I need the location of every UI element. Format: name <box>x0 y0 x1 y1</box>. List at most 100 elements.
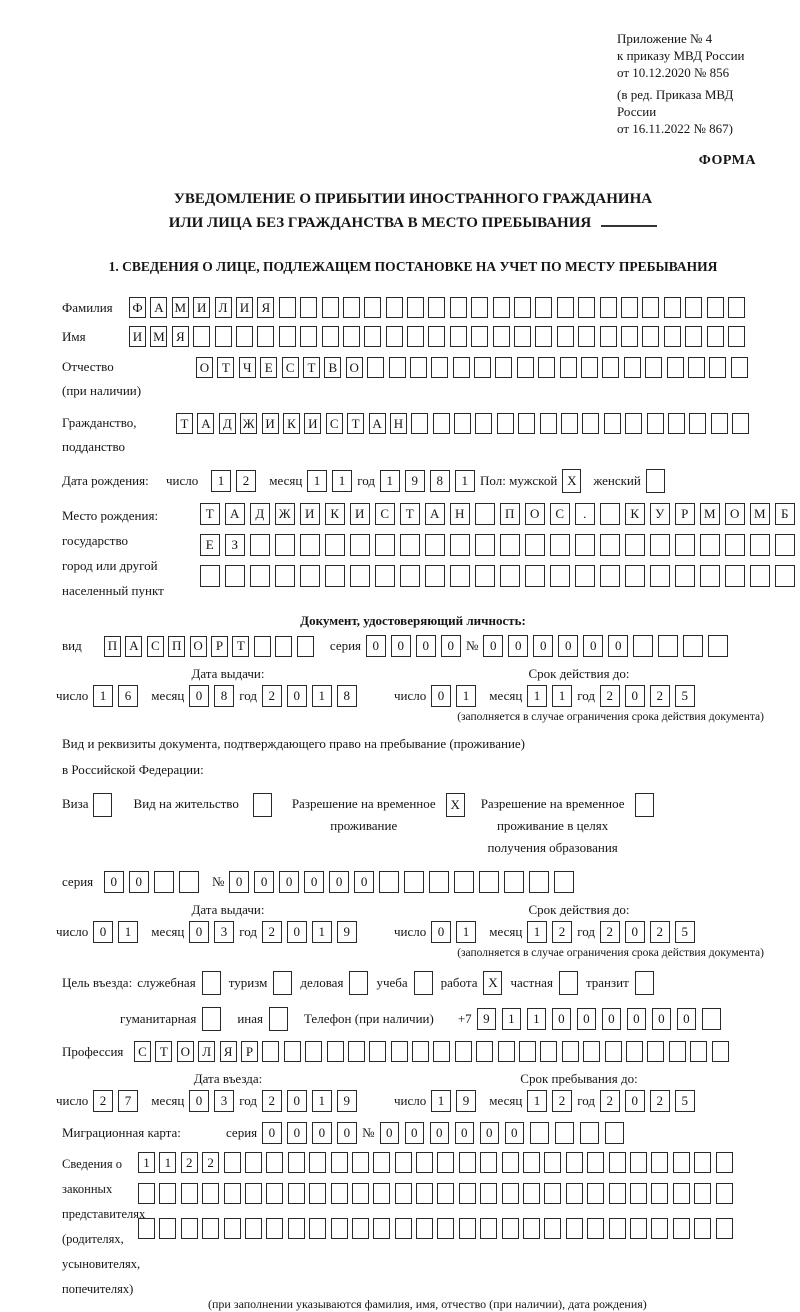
char-box[interactable]: 0 <box>583 635 603 657</box>
char-box[interactable]: 9 <box>476 1008 497 1030</box>
char-box[interactable] <box>390 1041 408 1062</box>
char-box[interactable]: 0 <box>337 1122 357 1144</box>
char-box[interactable]: 9 <box>456 1090 476 1112</box>
char-box[interactable] <box>538 357 556 378</box>
char-box[interactable] <box>685 297 703 318</box>
char-box[interactable] <box>500 565 520 587</box>
char-box[interactable]: 0 <box>625 921 645 943</box>
char-box[interactable] <box>450 565 470 587</box>
char-box[interactable] <box>514 297 532 318</box>
char-box[interactable] <box>687 357 705 378</box>
char-box[interactable] <box>425 565 445 587</box>
char-box[interactable] <box>214 326 232 347</box>
char-box[interactable] <box>672 1183 690 1204</box>
char-box[interactable] <box>364 297 382 318</box>
char-box[interactable] <box>700 534 720 556</box>
char-box[interactable]: 0 <box>429 1122 450 1144</box>
char-box[interactable]: 0 <box>354 871 374 893</box>
char-box[interactable]: 1 <box>455 470 475 492</box>
char-box[interactable]: С <box>550 503 570 525</box>
char-box[interactable]: А <box>425 503 445 525</box>
char-box[interactable] <box>525 534 545 556</box>
visa-checkbox[interactable] <box>92 793 112 817</box>
char-box[interactable] <box>514 326 532 347</box>
char-box[interactable] <box>587 1183 605 1204</box>
char-box[interactable]: 0 <box>279 871 299 893</box>
char-box[interactable]: 3 <box>214 921 234 943</box>
char-box[interactable] <box>409 357 427 378</box>
char-box[interactable]: 0 <box>558 635 578 657</box>
char-box[interactable] <box>608 1218 626 1239</box>
purpose-humanitarian-checkbox[interactable] <box>202 1007 222 1031</box>
char-box[interactable] <box>287 1183 305 1204</box>
char-box[interactable] <box>642 326 660 347</box>
char-box[interactable] <box>581 357 599 378</box>
char-box[interactable] <box>599 297 617 318</box>
char-box[interactable]: 0 <box>329 871 349 893</box>
char-box[interactable] <box>266 1218 284 1239</box>
char-box[interactable]: Р <box>240 1041 258 1062</box>
char-box[interactable] <box>587 1218 605 1239</box>
char-box[interactable] <box>429 871 449 893</box>
residence-permit-checkbox[interactable] <box>252 793 272 817</box>
char-box[interactable] <box>529 1122 550 1144</box>
char-box[interactable]: 2 <box>600 921 620 943</box>
char-box[interactable]: 0 <box>366 635 386 657</box>
char-box[interactable] <box>554 1122 575 1144</box>
char-box[interactable] <box>437 1218 455 1239</box>
char-box[interactable] <box>407 297 425 318</box>
char-box[interactable]: 2 <box>650 1090 670 1112</box>
char-box[interactable] <box>454 413 472 434</box>
char-box[interactable] <box>375 565 395 587</box>
char-box[interactable] <box>454 1041 472 1062</box>
char-box[interactable] <box>523 1218 541 1239</box>
char-box[interactable] <box>500 534 520 556</box>
char-box[interactable]: Н <box>389 413 407 434</box>
char-box[interactable] <box>650 565 670 587</box>
char-box[interactable]: 0 <box>287 921 307 943</box>
char-box[interactable]: 0 <box>287 1090 307 1112</box>
char-box[interactable]: Т <box>217 357 235 378</box>
char-box[interactable] <box>350 534 370 556</box>
char-box[interactable] <box>262 1041 280 1062</box>
char-box[interactable]: Т <box>200 503 220 525</box>
char-box[interactable] <box>651 1183 669 1204</box>
char-box[interactable] <box>496 413 514 434</box>
char-box[interactable]: П <box>500 503 520 525</box>
char-box[interactable] <box>646 413 664 434</box>
char-box[interactable]: А <box>368 413 386 434</box>
char-box[interactable]: К <box>625 503 645 525</box>
purpose-work-checkbox[interactable]: X <box>483 971 503 995</box>
char-box[interactable] <box>750 534 770 556</box>
char-box[interactable] <box>250 565 270 587</box>
char-box[interactable] <box>159 1183 177 1204</box>
char-box[interactable] <box>629 1218 647 1239</box>
char-box[interactable]: 0 <box>104 871 124 893</box>
char-box[interactable] <box>559 357 577 378</box>
char-box[interactable] <box>658 635 678 657</box>
char-box[interactable]: М <box>750 503 770 525</box>
char-box[interactable]: 0 <box>129 871 149 893</box>
char-box[interactable] <box>556 297 574 318</box>
char-box[interactable] <box>706 326 724 347</box>
char-box[interactable] <box>385 326 403 347</box>
char-box[interactable]: Л <box>214 297 232 318</box>
char-box[interactable]: Л <box>198 1041 216 1062</box>
char-box[interactable] <box>529 871 549 893</box>
char-box[interactable] <box>379 871 399 893</box>
char-box[interactable] <box>578 326 596 347</box>
char-box[interactable] <box>202 1183 220 1204</box>
char-box[interactable]: И <box>304 413 322 434</box>
char-box[interactable]: О <box>345 357 363 378</box>
char-box[interactable] <box>300 297 318 318</box>
char-box[interactable] <box>675 534 695 556</box>
char-box[interactable] <box>600 534 620 556</box>
char-box[interactable] <box>694 1218 712 1239</box>
char-box[interactable] <box>138 1218 155 1239</box>
char-box[interactable] <box>266 1183 284 1204</box>
char-box[interactable]: 0 <box>189 921 209 943</box>
char-box[interactable]: 1 <box>527 921 547 943</box>
char-box[interactable]: С <box>375 503 395 525</box>
char-box[interactable]: 1 <box>527 685 547 707</box>
char-box[interactable] <box>428 326 446 347</box>
